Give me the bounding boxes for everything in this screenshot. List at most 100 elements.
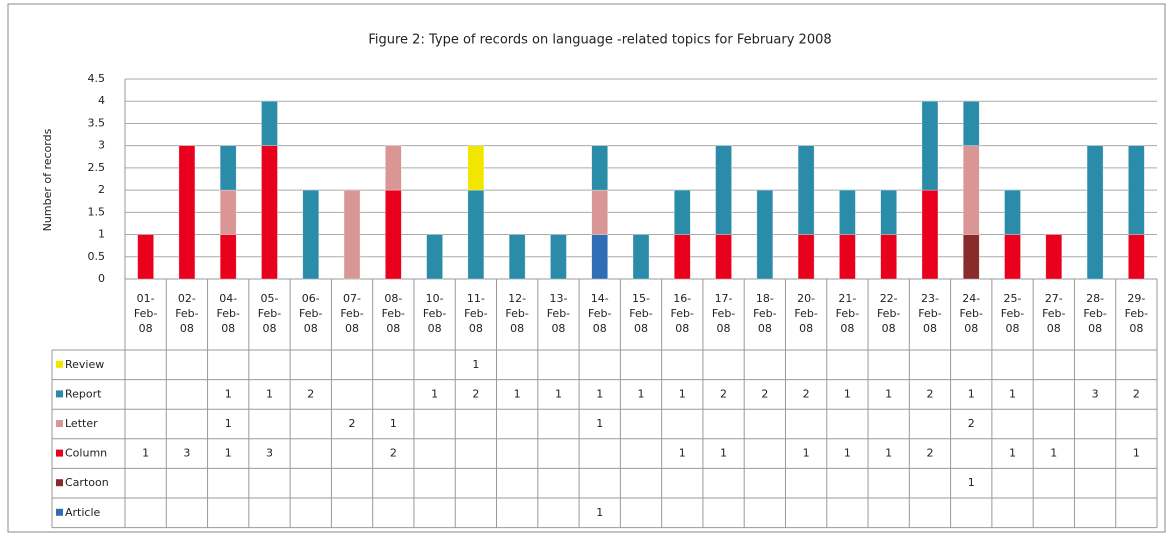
x-tick-label: 02-Feb-08 <box>175 292 198 335</box>
table-value: 1 <box>596 417 603 430</box>
x-tick-label: 27-Feb-08 <box>1042 292 1065 335</box>
bar-segment <box>673 189 691 235</box>
bar-segment <box>261 145 278 280</box>
table-value: 1 <box>1133 447 1140 460</box>
x-tick-label: 17-Feb-08 <box>712 292 735 335</box>
table-value: 1 <box>844 387 851 400</box>
y-tick-label: 0.5 <box>88 250 106 263</box>
table-value: 2 <box>1133 387 1140 400</box>
bar-segment <box>385 145 402 191</box>
legend-swatch <box>56 479 63 487</box>
x-tick-label: 08-Feb-08 <box>382 292 405 335</box>
table-value: 1 <box>968 387 975 400</box>
x-tick-label: 01-Feb-08 <box>134 292 157 335</box>
bar-segment <box>921 100 939 191</box>
bar-segment <box>261 100 278 146</box>
bar-segment <box>550 234 567 280</box>
table-value: 1 <box>885 387 892 400</box>
table-value: 1 <box>638 387 645 400</box>
table-value: 1 <box>225 417 232 430</box>
x-tick-label: 18-Feb-08 <box>753 292 776 335</box>
bar-segment <box>962 234 980 280</box>
legend-label: Report <box>65 387 102 400</box>
table-value: 1 <box>1050 447 1057 460</box>
bar-segment <box>219 189 237 235</box>
bar-segment <box>385 189 402 280</box>
x-tick-label: 11-Feb-08 <box>464 292 487 335</box>
bar-segment <box>880 189 897 235</box>
bar-segment <box>1086 145 1104 280</box>
y-tick-label: 2 <box>98 183 105 196</box>
bar-segment <box>839 234 856 280</box>
table-value: 1 <box>390 417 397 430</box>
x-tick-label: 24-Feb-08 <box>960 292 983 335</box>
bar-segment <box>137 234 154 280</box>
bar-segment <box>1004 234 1021 280</box>
x-tick-label: 14-Feb-08 <box>588 292 611 335</box>
table-value: 3 <box>183 447 190 460</box>
table-value: 1 <box>720 447 727 460</box>
legend-swatch <box>56 449 63 457</box>
table-value: 1 <box>514 387 521 400</box>
legend-label: Letter <box>65 417 98 430</box>
x-tick-label: 13-Feb-08 <box>547 292 570 335</box>
x-tick-label: 12-Feb-08 <box>505 292 528 335</box>
table-value: 1 <box>968 476 975 489</box>
legend-swatch <box>56 420 63 427</box>
legend-swatch <box>56 390 63 398</box>
legend-swatch <box>56 508 63 516</box>
legend-label: Review <box>65 358 104 371</box>
bar-segment <box>797 234 815 280</box>
legend-label: Article <box>65 506 101 519</box>
table-value: 1 <box>1009 447 1016 460</box>
x-tick-label: 28-Feb-08 <box>1083 292 1106 335</box>
table-value: 1 <box>472 358 479 371</box>
legend-swatch <box>56 360 63 368</box>
bar-segment <box>591 189 609 235</box>
y-tick-label: 4 <box>98 94 105 107</box>
bar-segment <box>1128 145 1145 235</box>
table-value: 2 <box>761 387 768 400</box>
bar-segment <box>302 189 320 280</box>
y-tick-label: 1.5 <box>88 205 106 218</box>
x-tick-label: 06-Feb-08 <box>299 292 322 335</box>
bar-segment <box>508 234 526 280</box>
legend-label: Column <box>65 447 107 460</box>
table-value: 1 <box>803 447 810 460</box>
x-tick-label: 22-Feb-08 <box>877 292 900 335</box>
bar-segment <box>343 189 361 280</box>
table-value: 1 <box>596 506 603 519</box>
table-value: 1 <box>225 447 232 460</box>
y-tick-label: 2.5 <box>88 161 106 174</box>
x-tick-label: 16-Feb-08 <box>671 292 694 335</box>
bar-segment <box>880 234 897 280</box>
table-value: 1 <box>225 387 232 400</box>
y-axis-label: Number of records <box>41 128 54 231</box>
table-value: 1 <box>679 447 686 460</box>
table-value: 2 <box>390 447 397 460</box>
bar-segment <box>426 234 443 280</box>
bar-segment <box>962 100 980 146</box>
bar-segment <box>219 145 237 191</box>
table-value: 1 <box>1009 387 1016 400</box>
table-value: 2 <box>926 447 933 460</box>
table-value: 2 <box>926 387 933 400</box>
bar-segment <box>797 145 815 235</box>
table-value: 2 <box>472 387 479 400</box>
table-value: 3 <box>266 447 273 460</box>
table-value: 1 <box>844 447 851 460</box>
bar-segment <box>591 234 609 280</box>
bar-segment <box>219 234 237 280</box>
bar-segment <box>921 189 939 280</box>
bar-segment <box>1045 234 1063 280</box>
x-tick-label: 20-Feb-08 <box>794 292 817 335</box>
x-tick-label: 29-Feb-08 <box>1125 292 1148 335</box>
table-value: 1 <box>596 387 603 400</box>
bar-segment <box>1004 189 1021 235</box>
table-value: 1 <box>431 387 438 400</box>
x-tick-label: 23-Feb-08 <box>918 292 941 335</box>
table-value: 1 <box>555 387 562 400</box>
table-value: 2 <box>307 387 314 400</box>
table-value: 2 <box>720 387 727 400</box>
